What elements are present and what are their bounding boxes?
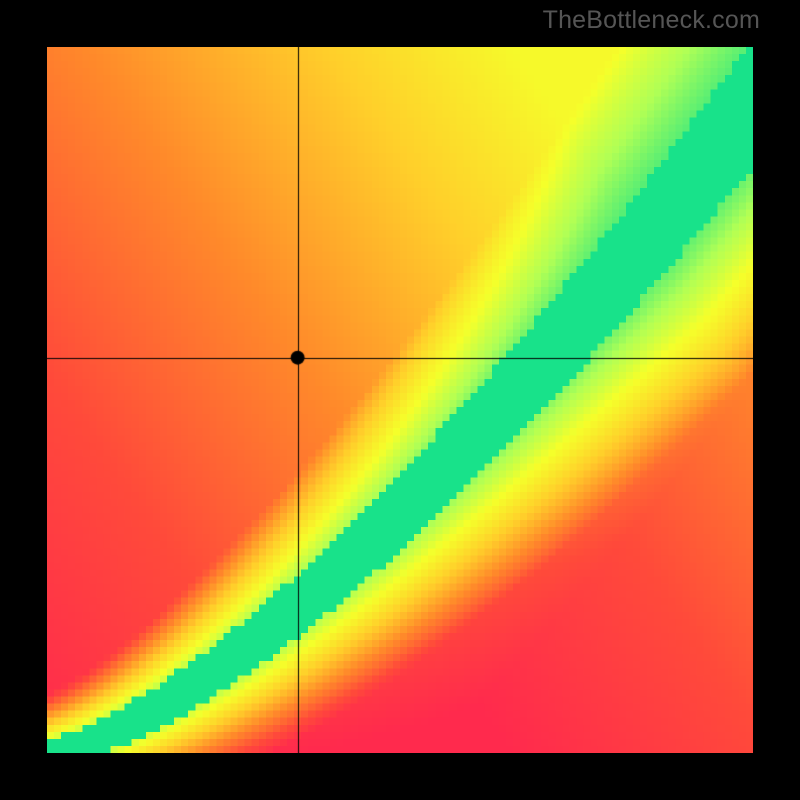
chart-container: TheBottleneck.com [0, 0, 800, 800]
crosshair-overlay [47, 47, 753, 753]
watermark-text: TheBottleneck.com [543, 6, 760, 35]
